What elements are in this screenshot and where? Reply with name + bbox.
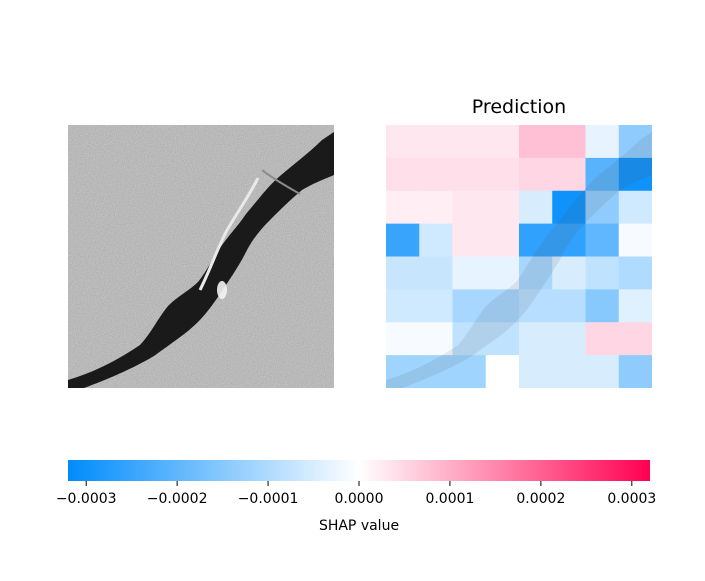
heatmap-cell [419, 223, 454, 258]
colorbar-tick-label: 0.0000 [335, 491, 384, 507]
heatmap-cell [585, 125, 620, 159]
heatmap-cell [386, 190, 420, 225]
heatmap-cell [519, 125, 553, 159]
heatmap-cell [386, 256, 420, 290]
colorbar-ticks: −0.0003 −0.0002 −0.0001 0.0000 0.0001 0.0002 0… [56, 481, 656, 507]
heatmap-cell [552, 190, 587, 225]
heatmap-cell [552, 223, 587, 258]
colorbar: −0.0003 −0.0002 −0.0001 0.0000 0.0001 0.0002 0… [56, 460, 656, 534]
heatmap-cell [519, 190, 553, 225]
heatmap-cell [452, 157, 487, 192]
colorbar-tick-label: 0.0003 [607, 491, 656, 507]
heatmap-cell [485, 125, 520, 159]
heatmap-cell [485, 289, 520, 323]
heatmap-cell [386, 157, 420, 192]
heatmap-cell [452, 223, 487, 258]
input-image-panel [68, 125, 334, 388]
heatmap-cell [386, 125, 420, 159]
heatmap-cell [585, 157, 620, 192]
heatmap-cell [519, 223, 553, 258]
heatmap-cell [485, 256, 520, 290]
heatmap-cell [485, 190, 520, 225]
crack-shape [68, 132, 334, 388]
heatmap-cell [519, 289, 553, 323]
heatmap-cell [618, 289, 652, 323]
heatmap-cell [419, 125, 454, 159]
colorbar-gradient [68, 460, 650, 481]
heatmap-cell [419, 256, 454, 290]
heatmap-cell [419, 157, 454, 192]
colorbar-tick-label: 0.0001 [425, 491, 474, 507]
heatmap-cell [386, 322, 420, 356]
heatmap-cell [585, 223, 620, 258]
shap-heatmap-panel [386, 125, 652, 388]
heatmap-cell [452, 256, 487, 290]
colorbar-label: SHAP value [319, 518, 399, 534]
heatmap-cell [386, 289, 420, 323]
colorbar-tick-label: −0.0001 [238, 491, 299, 507]
heatmap-cell [585, 289, 620, 323]
overlay-crack [386, 132, 652, 388]
heatmap-cell [552, 355, 587, 388]
heatmap-cell [419, 289, 454, 323]
heatmap-cell [585, 256, 620, 290]
heatmap-cell [452, 322, 487, 356]
heatmap-cell [419, 355, 454, 388]
heatmap-cell [485, 157, 520, 192]
heatmap-cell [452, 125, 487, 159]
heatmap-cell [485, 322, 520, 356]
heatmap-cell [552, 157, 587, 192]
heatmap-cell [618, 256, 652, 290]
heatmap-cell [618, 355, 652, 388]
colorbar-tick-label: 0.0002 [516, 491, 565, 507]
heatmap-cell [419, 322, 454, 356]
heatmap-cell [618, 190, 652, 225]
heatmap-cell [452, 355, 487, 388]
heatmap-cell [519, 355, 553, 388]
heatmap-cell [552, 125, 587, 159]
heatmap-cell [386, 223, 420, 258]
heatmap-cell [585, 190, 620, 225]
heatmap-cell [452, 289, 487, 323]
heatmap-cell [552, 289, 587, 323]
heatmap-cell [386, 355, 420, 388]
heatmap-title: Prediction [472, 96, 566, 118]
heatmap-cell [452, 190, 487, 225]
colorbar-tick-label: −0.0003 [56, 491, 117, 507]
heatmap-cell [485, 223, 520, 258]
heatmap-cell [618, 223, 652, 258]
heatmap-cell [552, 322, 587, 356]
heatmap-cell [519, 157, 553, 192]
heatmap-cell [585, 322, 620, 356]
colorbar-tick-label: −0.0002 [147, 491, 208, 507]
heatmap-cell [618, 157, 652, 192]
heatmap-cell [552, 256, 587, 290]
heatmap-cells [386, 125, 652, 388]
heatmap-cell [519, 256, 553, 290]
heatmap-cell [419, 190, 454, 225]
heatmap-cell [618, 322, 652, 356]
heatmap-cell [485, 355, 520, 388]
heatmap-cell [618, 125, 652, 159]
heatmap-cell [585, 355, 620, 388]
heatmap-cell [519, 322, 553, 356]
